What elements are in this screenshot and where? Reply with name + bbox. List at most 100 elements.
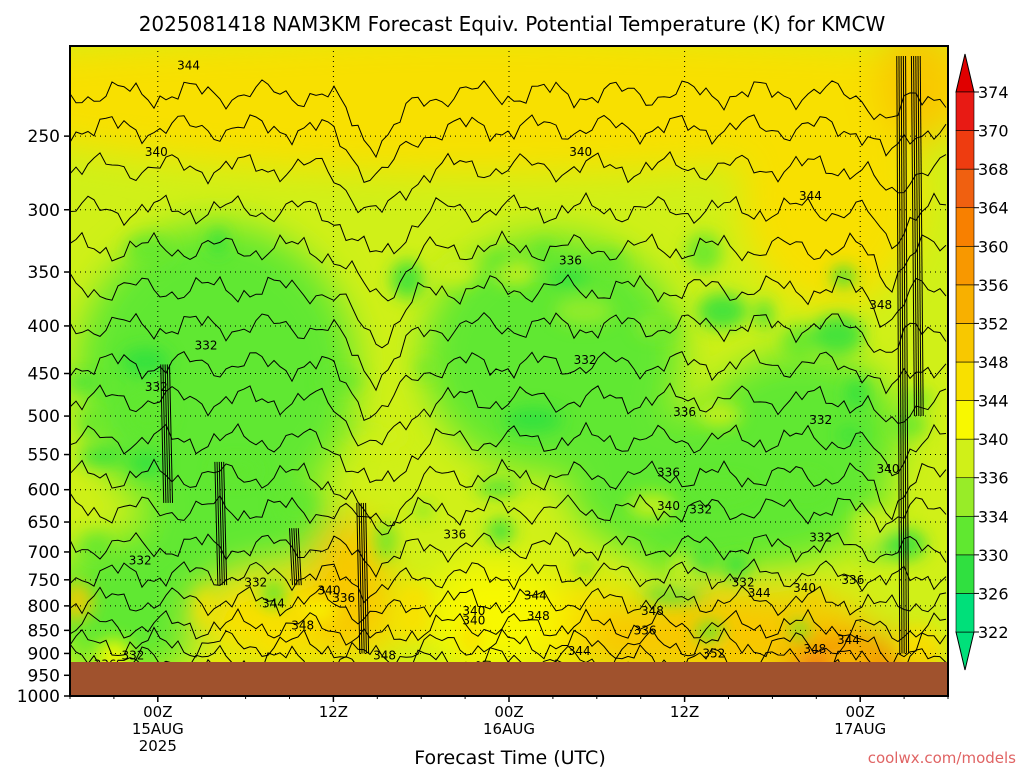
contour-label: 340 [462, 604, 485, 618]
contour-label: 348 [373, 649, 396, 663]
contour-line [900, 55, 905, 654]
contour-line [902, 55, 907, 654]
x-tick-label: 12Z [670, 703, 699, 721]
contour-line [910, 55, 915, 417]
contour-label: 348 [641, 604, 664, 618]
theta-e-cell [414, 503, 432, 518]
colorbar-swatch [955, 284, 975, 324]
contour-label: 344 [177, 59, 200, 73]
theta-e-cell [695, 621, 724, 643]
x-tick-label: 00Z [494, 703, 523, 721]
below-ground-band [70, 662, 948, 696]
contour-label: 344 [262, 596, 285, 610]
contour-label: 336 [559, 253, 582, 267]
contour-line [915, 55, 920, 417]
y-tick-label: 350 [28, 263, 60, 283]
y-tick-label: 400 [28, 317, 60, 337]
theta-e-cell [393, 609, 433, 639]
y-tick-label: 850 [28, 621, 60, 641]
contour-line [896, 55, 901, 654]
theta-e-cell [781, 323, 817, 361]
contour-line [160, 364, 165, 503]
theta-e-cell [532, 240, 556, 267]
contour-line [288, 528, 293, 586]
contour-line [169, 364, 174, 503]
theta-e-cell [685, 232, 723, 273]
contour-label: 340 [657, 499, 680, 513]
contour-line [70, 583, 947, 625]
contour-line [919, 55, 924, 417]
x-axis-title: Forecast Time (UTC) [414, 747, 605, 768]
contour-line [360, 502, 365, 654]
theta-e-cell [723, 553, 750, 579]
contour-line [162, 364, 167, 503]
x-tick-label: 12Z [319, 703, 348, 721]
theta-e-cell [487, 518, 514, 544]
y-tick-label: 700 [28, 543, 60, 563]
x-tick-label: 2025 [139, 737, 177, 755]
theta-e-cell [845, 376, 869, 409]
contour-line [166, 364, 171, 503]
theta-e-cell [693, 479, 749, 495]
theta-e-cell [697, 293, 748, 330]
contour-line [70, 531, 947, 578]
colorbar-swatch [955, 593, 975, 633]
contour-line [70, 311, 947, 392]
contour-line [70, 192, 947, 255]
contour-label: 332 [129, 554, 152, 568]
theta-e-cell [901, 390, 933, 408]
colorbar-swatch [955, 515, 975, 556]
y-tick-label: 550 [28, 446, 60, 466]
contour-label: 348 [869, 298, 892, 312]
colorbar-swatch [955, 207, 975, 247]
theta-e-cell [476, 480, 520, 496]
colorbar-max-arrow [955, 53, 975, 93]
contour-line [358, 502, 363, 654]
y-tick-label: 250 [28, 127, 60, 147]
y-tick-label: 1000 [17, 687, 60, 707]
contour-line [214, 461, 219, 586]
colorbar-label: 352 [978, 314, 1009, 333]
colorbar-label: 348 [978, 353, 1009, 372]
colorbar-legend: 322 326 330 334 336 340 344 348 352 356 360 364 368 3… [955, 53, 1009, 671]
theta-e-cell [300, 600, 339, 620]
contour-line [70, 458, 947, 527]
colorbar-label: 334 [978, 507, 1009, 526]
contour-label: 344 [524, 589, 547, 603]
theta-e-cell [628, 493, 675, 519]
theta-e-cell [70, 582, 93, 621]
contour-line [70, 626, 947, 668]
contour-label: 336 [841, 573, 864, 587]
colorbar-label: 326 [978, 584, 1009, 603]
contour-label: 344 [799, 189, 822, 203]
theta-e-cell [851, 507, 896, 543]
y-tick-label: 600 [28, 481, 60, 501]
y-tick-label: 300 [28, 201, 60, 221]
colorbar-swatch [955, 323, 975, 363]
colorbar-swatch [955, 477, 975, 517]
contour-line [223, 461, 228, 586]
theta-e-cell [78, 447, 124, 466]
theta-e-cell [126, 234, 173, 265]
theta-e-cell [683, 553, 716, 568]
contour-label: 340 [145, 145, 168, 159]
colorbar-swatch [955, 130, 975, 170]
x-tick-label: 00Z [846, 703, 875, 721]
theta-e-cell [792, 475, 820, 495]
theta-e-cell [70, 375, 97, 389]
colorbar-label: 340 [978, 430, 1009, 449]
contour-label: 332 [244, 575, 267, 589]
contour-label: 336 [332, 591, 355, 605]
theta-e-cell [878, 46, 948, 145]
colorbar-label: 330 [978, 546, 1009, 565]
contour-line [70, 558, 947, 604]
theta-e-cell [889, 412, 928, 438]
contour-line [917, 55, 922, 417]
theta-e-cell [880, 528, 927, 561]
colorbar-label: 364 [978, 199, 1009, 218]
theta-e-cell [459, 621, 482, 656]
colorbar-label: 374 [978, 83, 1009, 102]
contour-label: 340 [318, 583, 341, 597]
colorbar-swatch [955, 361, 975, 401]
